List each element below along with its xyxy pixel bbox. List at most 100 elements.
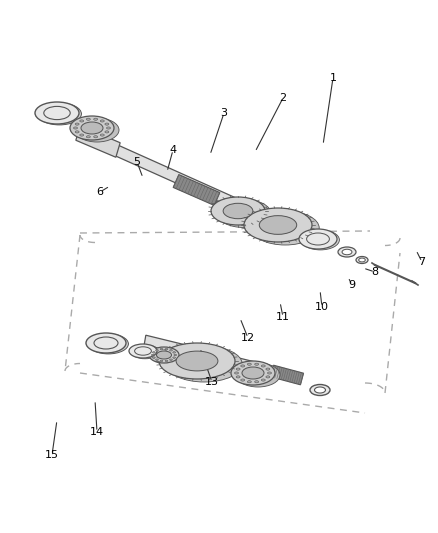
Ellipse shape [217, 199, 271, 228]
Text: 4: 4 [170, 145, 177, 155]
Ellipse shape [80, 120, 84, 122]
Ellipse shape [75, 131, 79, 133]
Ellipse shape [307, 233, 329, 245]
Ellipse shape [134, 347, 152, 355]
Ellipse shape [173, 357, 176, 358]
Text: 2: 2 [279, 93, 286, 103]
Text: 14: 14 [90, 427, 104, 437]
Ellipse shape [94, 118, 98, 120]
Ellipse shape [359, 258, 365, 262]
Text: 3: 3 [220, 108, 227, 118]
Ellipse shape [314, 387, 325, 393]
Text: 7: 7 [418, 257, 426, 267]
Ellipse shape [155, 359, 158, 360]
Ellipse shape [160, 349, 163, 350]
Ellipse shape [261, 379, 265, 381]
Ellipse shape [44, 107, 70, 119]
Ellipse shape [159, 343, 235, 379]
Ellipse shape [211, 197, 265, 225]
Polygon shape [159, 361, 242, 364]
Ellipse shape [242, 367, 264, 379]
Ellipse shape [165, 360, 168, 361]
Ellipse shape [259, 216, 297, 235]
Polygon shape [86, 343, 128, 344]
Ellipse shape [247, 381, 251, 383]
Ellipse shape [86, 118, 90, 120]
Polygon shape [99, 138, 247, 213]
Text: 13: 13 [205, 377, 219, 387]
Text: 12: 12 [241, 333, 255, 343]
Text: 8: 8 [371, 267, 378, 277]
Ellipse shape [299, 229, 337, 249]
Ellipse shape [170, 359, 173, 360]
Text: 10: 10 [315, 302, 329, 312]
Polygon shape [173, 175, 220, 205]
Ellipse shape [170, 350, 173, 351]
Ellipse shape [152, 357, 155, 358]
Ellipse shape [86, 136, 90, 138]
Ellipse shape [268, 372, 272, 374]
Ellipse shape [236, 363, 280, 387]
Ellipse shape [231, 361, 275, 385]
Polygon shape [299, 239, 339, 240]
Ellipse shape [266, 376, 270, 378]
Ellipse shape [342, 249, 352, 255]
Ellipse shape [152, 352, 155, 353]
Ellipse shape [356, 256, 368, 263]
Ellipse shape [152, 354, 154, 356]
Ellipse shape [234, 372, 238, 374]
Polygon shape [270, 365, 304, 385]
Text: 1: 1 [329, 73, 336, 83]
Text: 5: 5 [134, 157, 141, 167]
Text: 9: 9 [349, 280, 356, 290]
Polygon shape [70, 128, 119, 130]
Ellipse shape [165, 349, 168, 350]
Polygon shape [231, 373, 280, 375]
Ellipse shape [105, 123, 109, 125]
Ellipse shape [244, 208, 312, 242]
Text: 15: 15 [45, 450, 59, 460]
Ellipse shape [153, 349, 183, 365]
Polygon shape [76, 126, 120, 157]
Ellipse shape [247, 363, 251, 365]
Ellipse shape [173, 352, 176, 353]
Ellipse shape [149, 347, 179, 363]
Ellipse shape [160, 360, 163, 361]
Ellipse shape [254, 381, 259, 383]
Ellipse shape [74, 127, 78, 129]
Ellipse shape [75, 123, 79, 125]
Ellipse shape [176, 351, 218, 371]
Ellipse shape [105, 131, 109, 133]
Ellipse shape [254, 363, 259, 365]
Polygon shape [244, 225, 319, 228]
Ellipse shape [70, 116, 114, 140]
Ellipse shape [129, 344, 157, 358]
Ellipse shape [166, 346, 242, 382]
Ellipse shape [100, 134, 104, 136]
Polygon shape [35, 113, 81, 114]
Text: 6: 6 [96, 187, 103, 197]
Polygon shape [211, 211, 271, 214]
Ellipse shape [35, 102, 79, 124]
Ellipse shape [261, 365, 265, 367]
Polygon shape [129, 351, 159, 352]
Ellipse shape [131, 345, 159, 359]
Ellipse shape [80, 134, 84, 136]
Ellipse shape [236, 376, 240, 378]
Ellipse shape [241, 365, 245, 367]
Polygon shape [144, 335, 289, 380]
Ellipse shape [174, 354, 177, 356]
Ellipse shape [156, 351, 172, 359]
Ellipse shape [106, 127, 110, 129]
Ellipse shape [251, 211, 319, 245]
Ellipse shape [94, 136, 98, 138]
Ellipse shape [301, 230, 339, 250]
Ellipse shape [155, 350, 158, 351]
Ellipse shape [94, 337, 118, 349]
Polygon shape [149, 355, 183, 357]
Ellipse shape [310, 384, 330, 395]
Ellipse shape [88, 334, 128, 354]
Ellipse shape [37, 103, 81, 125]
Ellipse shape [223, 203, 253, 219]
Ellipse shape [236, 368, 240, 370]
